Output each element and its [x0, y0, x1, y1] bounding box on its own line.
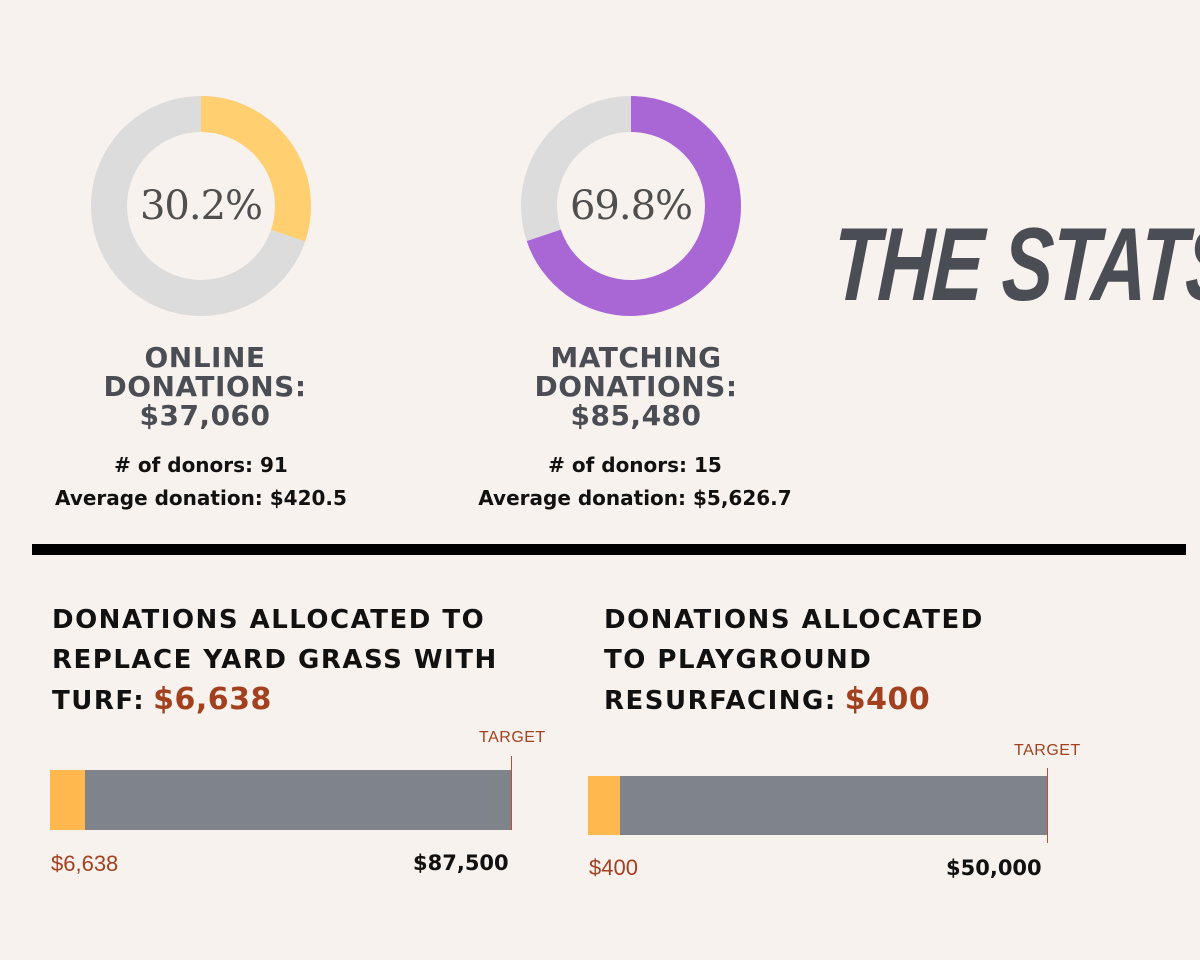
page-title: THE STATS — [829, 207, 1200, 323]
section-divider — [32, 544, 1186, 555]
playground-target-amount: $50,000 — [946, 856, 1042, 880]
matching-average-donation: Average donation: $5,626.7 — [478, 486, 792, 510]
online-title-amount: $37,060 — [139, 399, 271, 432]
turf-target-label: TARGET — [479, 729, 546, 746]
matching-title-amount: $85,480 — [570, 399, 702, 432]
matching-title-line-2: DONATIONS: — [534, 370, 738, 403]
playground-allocated-amount: $400 — [844, 682, 931, 717]
online-donut-chart: 30.2% — [89, 94, 313, 318]
matching-donations-title: MATCHING DONATIONS: $85,480 — [486, 343, 786, 430]
matching-donut-arc — [521, 96, 741, 316]
online-title-line-2: DONATIONS: — [103, 370, 307, 403]
playground-allocation-title: DONATIONS ALLOCATED TO PLAYGROUND RESURF… — [604, 600, 984, 721]
online-donut-svg — [91, 96, 311, 316]
online-average-donation: Average donation: $420.5 — [55, 486, 347, 510]
turf-title-line-1: DONATIONS ALLOCATED TO — [52, 605, 486, 635]
turf-title-line-2: REPLACE YARD GRASS WITH — [52, 645, 498, 675]
playground-title-line-1: DONATIONS ALLOCATED — [604, 605, 984, 635]
turf-allocation-title: DONATIONS ALLOCATED TO REPLACE YARD GRAS… — [52, 600, 498, 721]
matching-donut-svg — [521, 96, 741, 316]
turf-start-label: $6,638 — [51, 851, 119, 876]
turf-progress-track — [50, 770, 512, 830]
playground-target-label: TARGET — [1014, 742, 1081, 759]
turf-allocated-amount: $6,638 — [153, 682, 272, 717]
turf-target-line — [511, 756, 512, 830]
online-donut-percent: 30.2% — [139, 183, 263, 229]
turf-target-amount: $87,500 — [413, 851, 509, 875]
matching-donor-count: # of donors: 15 — [548, 453, 722, 477]
playground-title-line-2: TO PLAYGROUND — [604, 645, 873, 675]
playground-target-line — [1047, 768, 1048, 843]
playground-title-label: RESURFACING: — [604, 686, 837, 716]
online-donations-title: ONLINE DONATIONS: $37,060 — [60, 343, 350, 430]
playground-progress-track — [588, 776, 1048, 835]
matching-stats: # of donors: 15 Average donation: $5,626… — [440, 449, 830, 515]
matching-donut-chart: 69.8% — [519, 94, 743, 318]
turf-title-label: TURF: — [52, 686, 146, 716]
online-donor-count: # of donors: 91 — [114, 453, 288, 477]
online-title-line-1: ONLINE — [144, 341, 266, 374]
playground-title-line-3: RESURFACING: $400 — [604, 680, 984, 721]
online-donut-arc — [91, 96, 311, 316]
playground-progress-fill — [588, 776, 620, 835]
playground-start-label: $400 — [589, 855, 638, 880]
online-stats: # of donors: 91 Average donation: $420.5 — [20, 449, 382, 515]
matching-donut-percent: 69.8% — [569, 183, 693, 229]
matching-title-line-1: MATCHING — [550, 341, 722, 374]
turf-progress-fill — [50, 770, 85, 830]
turf-title-line-3: TURF: $6,638 — [52, 680, 498, 721]
